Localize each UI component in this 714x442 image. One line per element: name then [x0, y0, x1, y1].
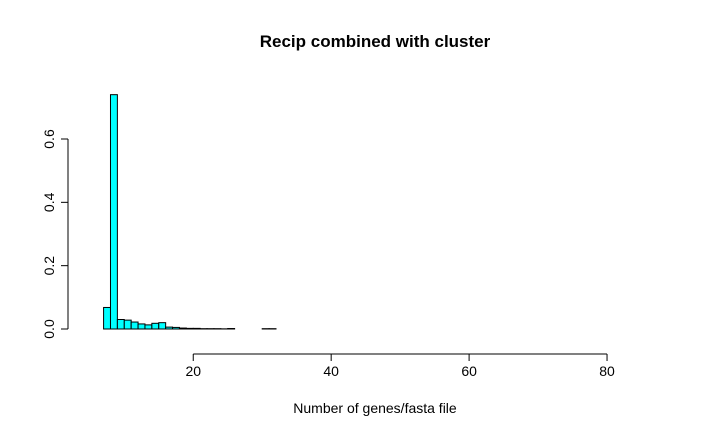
histogram-bar-2: [117, 320, 124, 330]
histogram-bar-11: [179, 328, 186, 329]
histogram-bar-1: [110, 95, 117, 329]
bars-layer: [104, 95, 276, 329]
x-tick-label-3: 80: [599, 363, 615, 379]
histogram-bar-10: [173, 327, 180, 329]
histogram-bar-0: [104, 307, 111, 329]
histogram-bar-4: [131, 322, 138, 329]
histogram-bar-12: [186, 328, 193, 329]
x-axis: 20 40 60 80: [185, 354, 615, 379]
histogram-bar-13: [193, 328, 200, 329]
histogram-bar-5: [138, 324, 145, 329]
histogram-bar-8: [159, 323, 166, 329]
histogram-bar-7: [152, 323, 159, 329]
histogram-bar-9: [166, 327, 173, 329]
histogram-bar-6: [145, 325, 152, 329]
x-tick-label-2: 60: [461, 363, 477, 379]
y-tick-label-3: 0.6: [41, 129, 57, 149]
histogram-bar-3: [124, 320, 131, 329]
y-tick-label-2: 0.4: [41, 192, 57, 212]
y-axis: 0.0 0.2 0.4 0.6: [41, 129, 68, 339]
chart-title: Recip combined with cluster: [260, 32, 491, 51]
x-axis-label: Number of genes/fasta file: [293, 400, 457, 416]
x-tick-label-0: 20: [185, 363, 201, 379]
y-tick-label-1: 0.2: [41, 256, 57, 276]
x-tick-label-1: 40: [323, 363, 339, 379]
y-tick-label-0: 0.0: [41, 319, 57, 339]
